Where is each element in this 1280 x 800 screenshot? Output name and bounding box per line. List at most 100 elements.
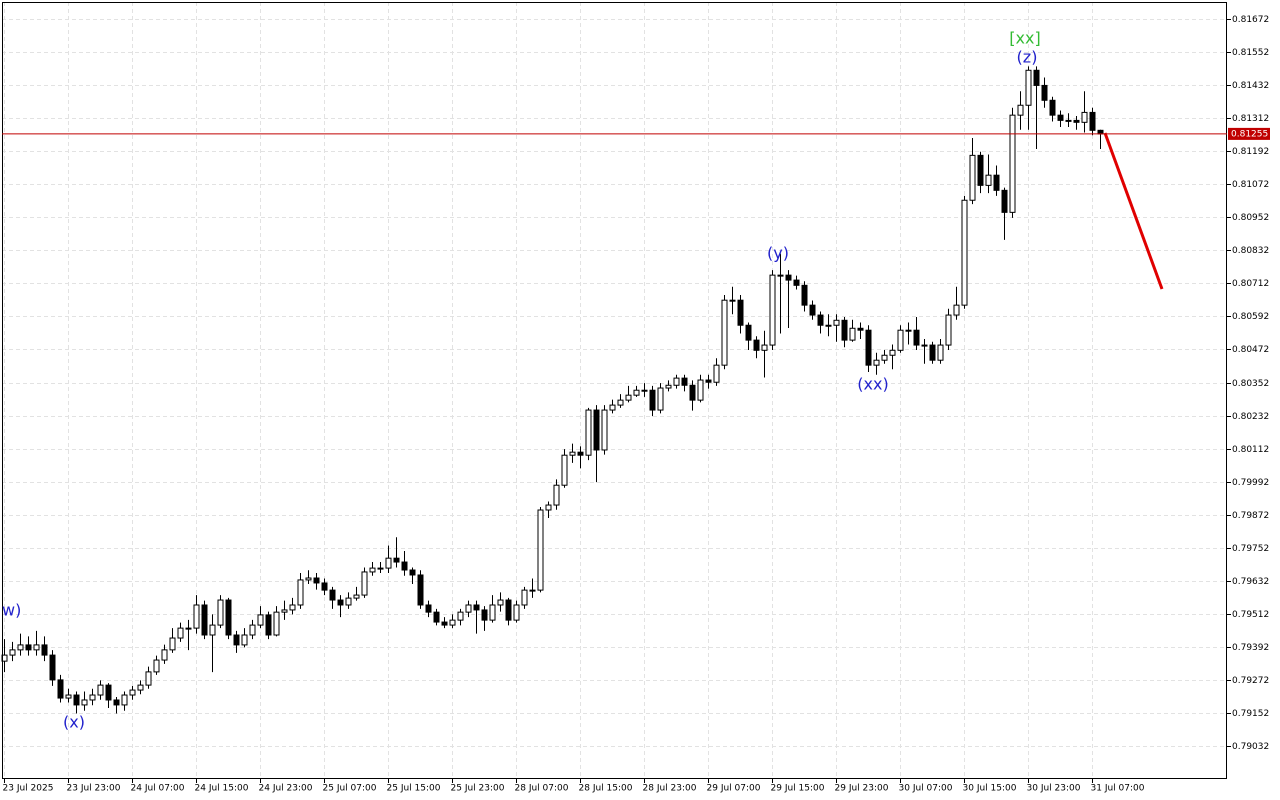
candle-body	[753, 339, 760, 351]
candle-body	[745, 324, 752, 341]
y-tick-label: 0.80832	[1232, 246, 1269, 256]
candle-body	[249, 624, 256, 636]
candle-body	[297, 579, 304, 606]
candle-body	[177, 627, 184, 639]
candle-body	[321, 582, 328, 591]
candle-body	[489, 604, 496, 621]
candle-body	[825, 324, 832, 327]
candle-body	[65, 694, 72, 699]
candle-body	[1089, 111, 1096, 131]
candle-body	[105, 684, 112, 701]
candle-body	[161, 649, 168, 661]
candle-body	[561, 454, 568, 486]
x-tick-label: 30 Jul 23:00	[1027, 784, 1081, 794]
y-tick-label: 0.79632	[1232, 577, 1269, 587]
y-tick-label: 0.81552	[1232, 48, 1269, 58]
candle-body	[57, 679, 64, 699]
candle-body	[89, 694, 96, 701]
y-tick-label: 0.81312	[1232, 114, 1269, 124]
candle-body	[281, 609, 288, 613]
x-tick-label: 30 Jul 15:00	[963, 784, 1017, 794]
candle-body	[713, 364, 720, 383]
candle-body	[729, 299, 736, 302]
candle-body	[897, 329, 904, 351]
y-tick-label: 0.79752	[1232, 544, 1269, 554]
candle-body	[505, 599, 512, 621]
current-price-box	[1228, 127, 1270, 140]
candle-body	[441, 621, 448, 626]
x-tick-label: 25 Jul 23:00	[451, 784, 505, 794]
candle-body	[905, 329, 912, 332]
y-tick-label: 0.80472	[1232, 345, 1269, 355]
candle-body	[25, 644, 32, 651]
candle-body	[657, 387, 664, 411]
candle-body	[665, 384, 672, 389]
candle-body	[329, 589, 336, 601]
candle-body	[697, 379, 704, 401]
candle-body	[705, 379, 712, 383]
candle-body	[633, 389, 640, 396]
candle-body	[809, 304, 816, 316]
candle-body	[873, 359, 880, 366]
candle-body	[313, 577, 320, 584]
candle-body	[537, 509, 544, 591]
candle-body	[425, 604, 432, 613]
candle-body	[377, 567, 384, 570]
candle-body	[369, 567, 376, 573]
candle-body	[865, 329, 872, 366]
candle-body	[233, 634, 240, 646]
candle-body	[473, 604, 480, 611]
candle-body	[353, 594, 360, 599]
x-tick-label: 30 Jul 07:00	[899, 784, 953, 794]
x-tick-label: 23 Jul 23:00	[67, 784, 121, 794]
candle-body	[465, 604, 472, 613]
y-tick-label: 0.81432	[1232, 81, 1269, 91]
candle-body	[913, 329, 920, 346]
candle-body	[737, 299, 744, 326]
candle-body	[289, 604, 296, 611]
wave-label: (x)	[63, 713, 85, 732]
candle-body	[953, 304, 960, 316]
candle-body	[169, 637, 176, 651]
candle-body	[921, 344, 928, 347]
x-tick-label: 24 Jul 15:00	[195, 784, 249, 794]
candle-body	[305, 577, 312, 581]
candle-body	[593, 409, 600, 451]
candle-body	[1073, 119, 1080, 123]
candle-body	[1017, 104, 1024, 116]
candle-body	[641, 389, 648, 392]
candle-body	[521, 589, 528, 606]
candle-body	[9, 649, 16, 656]
y-tick-label: 0.79152	[1232, 709, 1269, 719]
candle-body	[409, 569, 416, 576]
x-tick-label: 29 Jul 07:00	[707, 784, 761, 794]
candle-body	[601, 409, 608, 451]
candle-body	[769, 274, 776, 346]
candle-body	[145, 671, 152, 686]
y-tick-label: 0.81672	[1232, 15, 1269, 25]
y-tick-label: 0.81192	[1232, 147, 1269, 157]
candle-body	[129, 689, 136, 696]
candle-body	[841, 319, 848, 341]
candle-body	[217, 599, 224, 626]
candle-body	[937, 344, 944, 361]
candle-body	[689, 384, 696, 401]
candle-body	[777, 274, 784, 277]
candle-body	[201, 604, 208, 636]
candle-body	[137, 684, 144, 691]
candle-body	[857, 327, 864, 331]
candle-body	[193, 604, 200, 629]
candle-body	[49, 654, 56, 681]
candle-body	[41, 644, 48, 656]
candle-body	[545, 504, 552, 511]
candle-body	[617, 399, 624, 406]
candle-body	[985, 174, 992, 186]
y-tick-label: 0.80112	[1232, 445, 1269, 455]
candle-body	[1001, 189, 1008, 213]
candle-body	[17, 644, 24, 651]
candle-body	[585, 409, 592, 456]
candle-body	[969, 154, 976, 201]
candle-body	[881, 354, 888, 361]
candle-body	[1065, 119, 1072, 122]
